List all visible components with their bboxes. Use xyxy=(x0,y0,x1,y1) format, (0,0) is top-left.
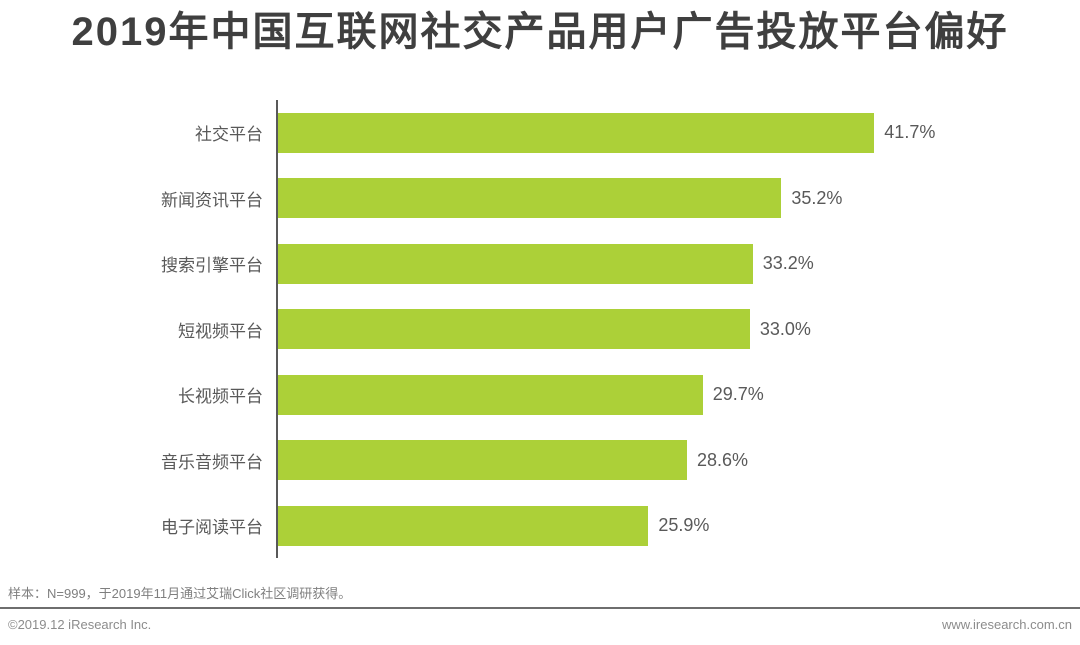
chart-row: 搜索引擎平台 33.2% xyxy=(0,231,1080,297)
category-label: 短视频平台 xyxy=(178,321,263,341)
chart-row: 社交平台 41.7% xyxy=(0,100,1080,166)
category-label: 长视频平台 xyxy=(178,387,263,407)
value-label: 33.0% xyxy=(759,318,811,339)
category-label: 新闻资讯平台 xyxy=(161,190,263,210)
chart-row: 新闻资讯平台 35.2% xyxy=(0,166,1080,232)
category-label: 音乐音频平台 xyxy=(161,452,263,472)
value-label: 29.7% xyxy=(712,384,764,405)
chart-row: 电子阅读平台 25.9% xyxy=(0,493,1080,559)
bar-chart: 社交平台 41.7% 新闻资讯平台 35.2% 搜索引擎平台 33.2% 短视频平台 33.0… xyxy=(0,100,1080,558)
sample-note: 样本：N=999，于2019年11月通过艾瑞Click社区调研获得。 xyxy=(8,586,352,601)
category-label: 社交平台 xyxy=(195,125,263,145)
bar xyxy=(278,309,750,350)
value-label: 41.7% xyxy=(884,122,936,143)
footer-divider xyxy=(0,607,1080,609)
value-label: 35.2% xyxy=(791,187,843,208)
bar xyxy=(278,374,703,415)
bar xyxy=(278,505,649,546)
category-label: 电子阅读平台 xyxy=(161,518,263,538)
chart-rows: 社交平台 41.7% 新闻资讯平台 35.2% 搜索引擎平台 33.2% 短视频平台 33.0… xyxy=(0,100,1080,559)
website-text: www.iresearch.com.cn xyxy=(941,617,1072,632)
bar xyxy=(278,243,753,284)
y-axis-line xyxy=(276,100,278,558)
footer-bar: ©2019.12 iResearch Inc. www.iresearch.co… xyxy=(0,617,1080,632)
value-label: 28.6% xyxy=(696,449,749,470)
chart-row: 短视频平台 33.0% xyxy=(0,297,1080,363)
value-label: 25.9% xyxy=(658,515,710,536)
copyright-text: ©2019.12 iResearch Inc. xyxy=(8,617,152,632)
chart-row: 音乐音频平台 28.6% xyxy=(0,428,1080,494)
category-label: 搜索引擎平台 xyxy=(161,256,263,276)
bar xyxy=(278,178,782,219)
bar xyxy=(278,112,875,153)
chart-title: 2019年中国互联网社交产品用户广告投放平台偏好 xyxy=(71,10,1009,54)
value-label: 33.2% xyxy=(762,253,814,274)
chart-row: 长视频平台 29.7% xyxy=(0,362,1080,428)
bar xyxy=(278,440,687,481)
